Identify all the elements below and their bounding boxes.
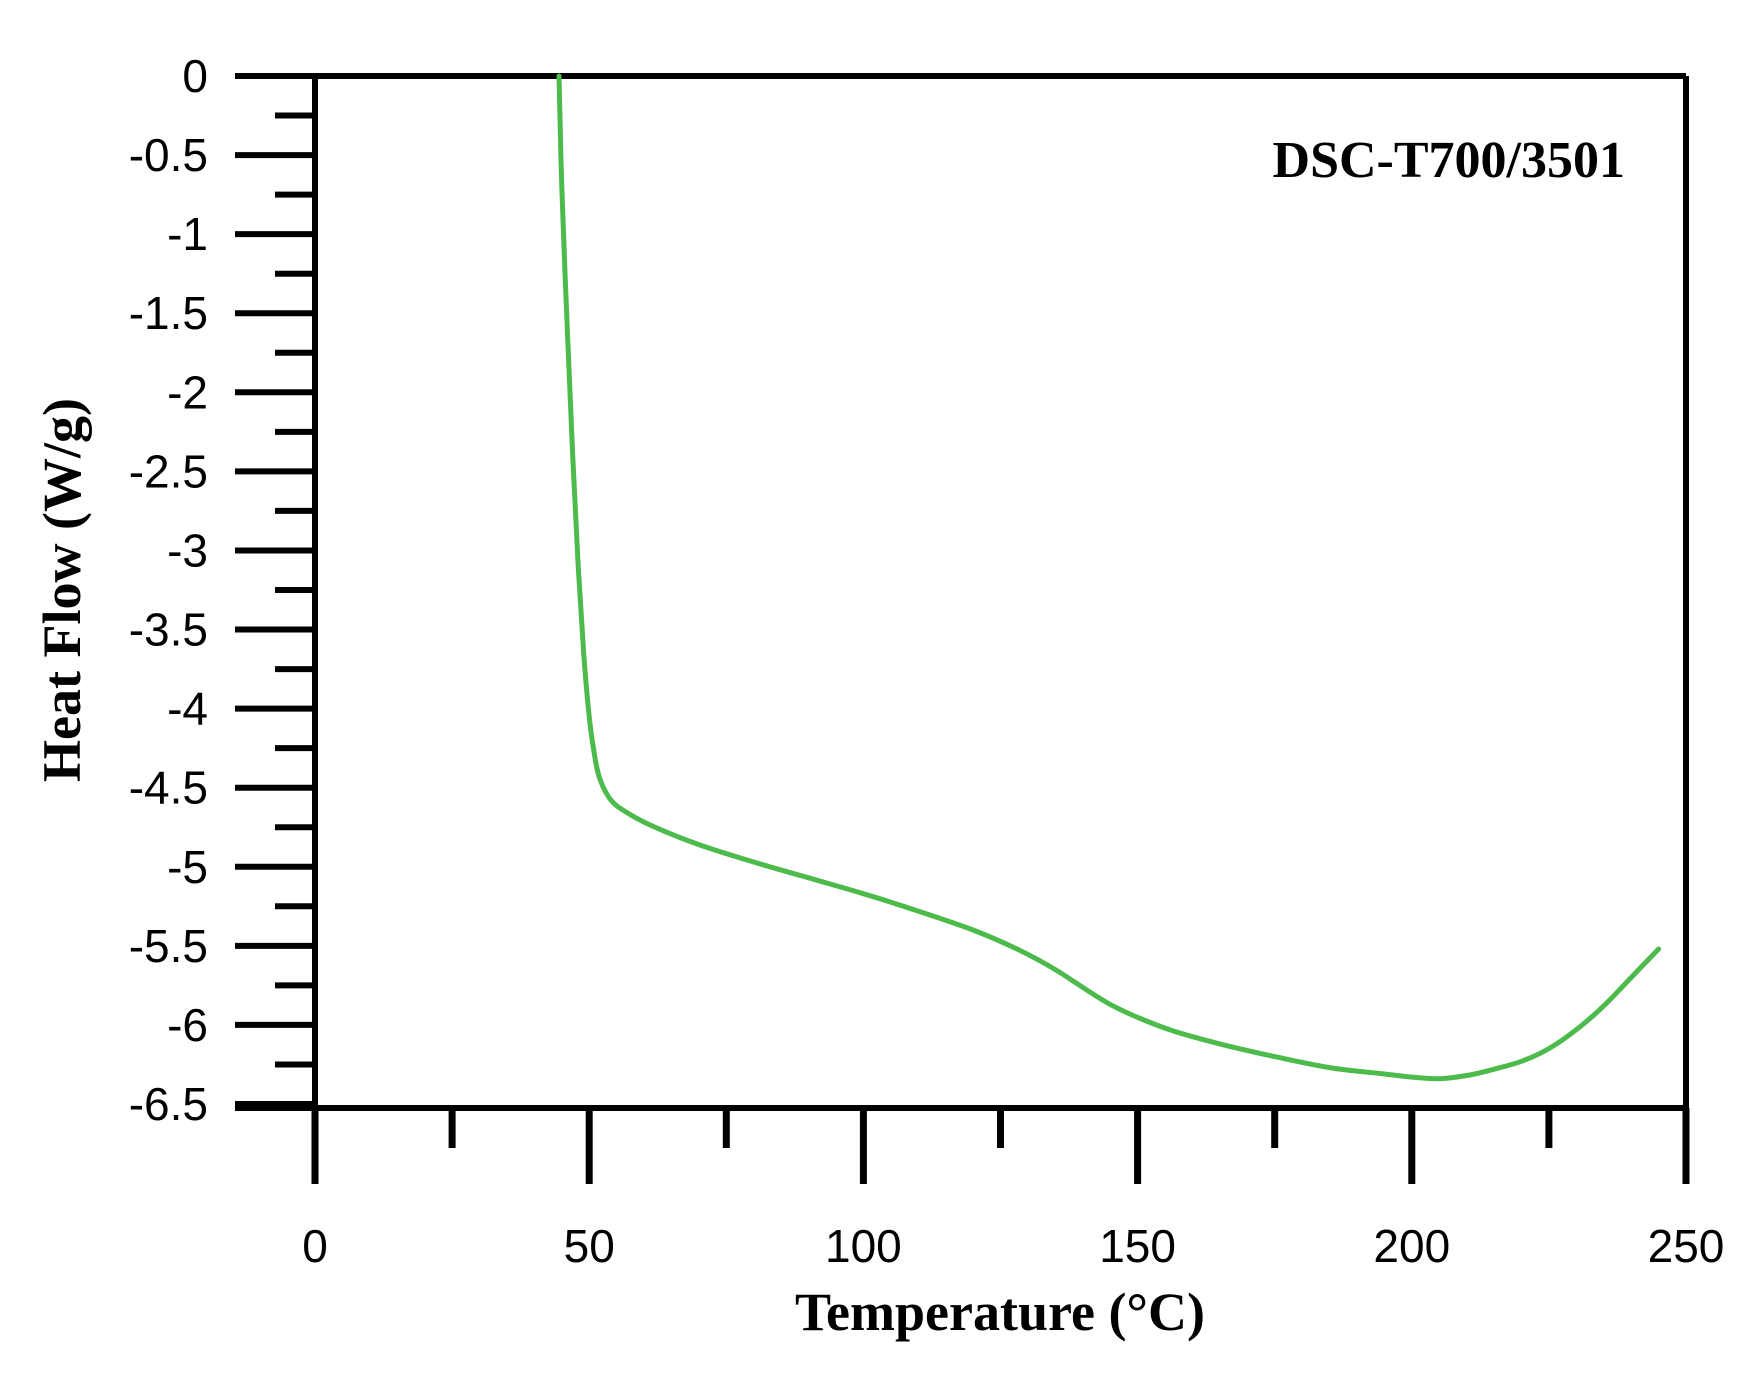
y-tick-label: -2: [167, 366, 208, 418]
y-tick-label: 0: [182, 50, 208, 102]
y-tick-label: -4: [167, 683, 208, 735]
y-tick-label: -1.5: [129, 287, 208, 339]
plot-frame: [235, 73, 1689, 1111]
x-tick-label: 100: [825, 1220, 902, 1272]
x-axis-title: Temperature (°C): [795, 1282, 1205, 1342]
series-layer: [556, 73, 1662, 1082]
y-tick-label: -3: [167, 524, 208, 576]
y-tick-label: -5: [167, 841, 208, 893]
y-tick-label: -2.5: [129, 445, 208, 497]
y-tick-label: -1: [167, 208, 208, 260]
y-tick-label: -6: [167, 999, 208, 1051]
x-tick-label: 50: [564, 1220, 615, 1272]
y-axis-title: Heat Flow (W/g): [32, 398, 92, 782]
heat-flow-series-line: [556, 73, 1662, 1082]
x-axis-ticks: 0 50 100 150 200 250: [302, 1108, 1724, 1272]
y-axis-ticks: 0 -0.5 -1 -1.5 -2 -2.5 -3 -3.5 -4 -4.5 -5 -5.5 -6 -6.…: [129, 50, 315, 1130]
y-tick-label: -5.5: [129, 920, 208, 972]
chart-annotation: DSC-T700/3501: [1273, 132, 1625, 189]
y-tick-label: -6.5: [129, 1078, 208, 1130]
x-tick-label: 150: [1099, 1220, 1176, 1272]
y-tick-label: -4.5: [129, 762, 208, 814]
x-tick-label: 250: [1648, 1220, 1725, 1272]
x-tick-label: 200: [1373, 1220, 1450, 1272]
y-tick-label: -3.5: [129, 604, 208, 656]
x-tick-label: 0: [302, 1220, 328, 1272]
y-tick-label: -0.5: [129, 129, 208, 181]
